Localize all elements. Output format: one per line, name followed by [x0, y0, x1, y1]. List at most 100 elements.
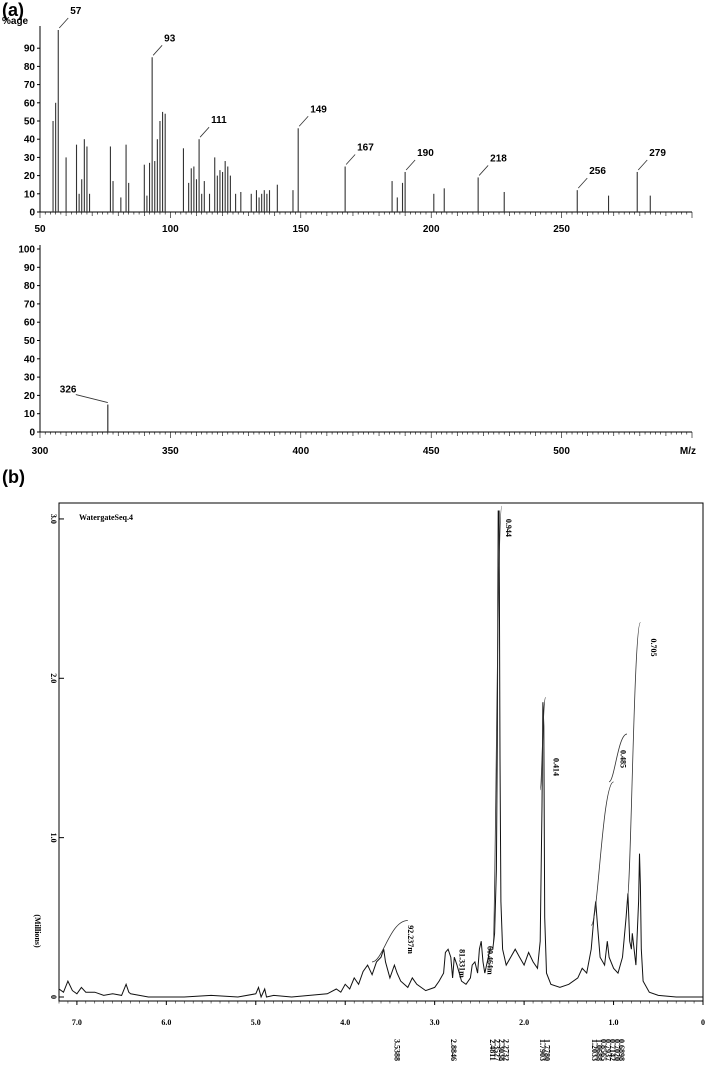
a2-y-tick-label: 20: [24, 391, 36, 402]
a2-x-tick-label: 450: [423, 446, 440, 457]
b-integral-value: 1.7903: [538, 1039, 547, 1061]
a1-y-label: %age: [2, 16, 29, 27]
a1-peak-label: 167: [357, 143, 374, 154]
b-peak-annotation: 0.485: [619, 750, 628, 768]
a1-label-leader: [298, 116, 309, 127]
a1-peak-label: 279: [649, 148, 666, 159]
b-x-tick-label: 5.0: [251, 1018, 261, 1027]
b-peak-annotation: 0.705: [649, 638, 658, 656]
a1-label-leader: [577, 177, 588, 189]
b-x-tick-label: 3.0: [430, 1018, 440, 1027]
a1-x-tick-label: 50: [34, 224, 46, 235]
b-spectrum-line: [58, 510, 703, 999]
b-peak-annotation: 0.414: [552, 758, 561, 776]
a2-y-tick-label: 10: [24, 409, 36, 420]
b-integral-value: 0.8565: [599, 1039, 608, 1061]
b-integral-value: 1.2033: [590, 1039, 599, 1061]
b-peak-annotation: 0.944: [504, 519, 513, 537]
a1-x-tick-label: 200: [423, 224, 440, 235]
b-x-tick-label: 4.0: [340, 1018, 350, 1027]
a2-x-tick-label: 350: [162, 446, 179, 457]
b-y-label: (Millions): [33, 914, 42, 948]
b-integral-value: 3.5388: [392, 1039, 401, 1061]
a1-x-tick-label: 150: [292, 224, 309, 235]
a1-x-tick-label: 250: [553, 224, 570, 235]
a2-y-tick-label: 80: [24, 281, 36, 292]
a1-y-tick-label: 50: [24, 117, 36, 128]
a2-y-tick-label: 90: [24, 263, 36, 274]
b-integral-curve: [590, 781, 614, 926]
a2-y-tick-label: 30: [24, 373, 36, 384]
b-integral-value: 0.7020: [612, 1039, 621, 1061]
b-integral-curve: [371, 920, 408, 963]
b-title: WatergateSeq.4: [79, 513, 133, 522]
b-integral-value: 2.4811: [488, 1039, 497, 1061]
b-integral-value: 2.3038: [497, 1039, 506, 1061]
a1-peak-label: 190: [417, 148, 434, 159]
a1-y-tick-label: 60: [24, 98, 36, 109]
a2-peak-label: 326: [60, 385, 77, 396]
a1-y-tick-label: 30: [24, 153, 36, 164]
b-peak-annotation: 81.331m: [458, 949, 467, 978]
a2-y-tick-label: 60: [24, 318, 36, 329]
a2-label-leader: [75, 394, 108, 403]
b-y-tick-label: 2.0: [49, 673, 58, 683]
a1-label-leader: [58, 17, 69, 29]
a1-y-tick-label: 70: [24, 80, 36, 91]
b-integral-value: 0.7142: [608, 1039, 617, 1061]
a1-y-tick-label: 80: [24, 62, 36, 73]
b-x-tick-label: 2.0: [519, 1018, 529, 1027]
b-y-tick-label: 3.0: [49, 514, 58, 524]
b-x-tick-label: 0: [701, 1018, 705, 1027]
a1-peak-label: 149: [310, 104, 327, 115]
b-integral-curve: [492, 505, 503, 950]
a1-y-tick-label: 40: [24, 135, 36, 146]
a1-peak-label: 57: [70, 6, 82, 17]
a2-y-tick-label: 70: [24, 299, 36, 310]
b-y-tick-label: 1.0: [49, 833, 58, 843]
a1-label-leader: [199, 126, 210, 138]
b-integral-value: 0.6898: [617, 1039, 626, 1061]
a2-y-tick-label: 50: [24, 336, 36, 347]
a2-y-tick-label: 40: [24, 354, 36, 365]
b-x-tick-label: 6.0: [161, 1018, 171, 1027]
b-integral-value: 2.2732: [502, 1039, 511, 1061]
a2-x-tick-label: 300: [32, 446, 49, 457]
a1-label-leader: [152, 45, 163, 56]
a1-peak-label: 218: [490, 153, 507, 164]
a2-x-tick-label: 500: [553, 446, 570, 457]
a1-peak-label: 111: [211, 115, 227, 126]
a1-x-tick-label: 100: [162, 224, 179, 235]
a1-y-tick-label: 20: [24, 171, 36, 182]
a2-x-tick-label: 400: [292, 446, 309, 457]
a1-label-leader: [478, 165, 489, 176]
b-x-tick-label: 7.0: [72, 1018, 82, 1027]
b-x-tick-label: 1.0: [609, 1018, 619, 1027]
a1-y-tick-label: 0: [29, 208, 35, 219]
b-integral-value: 1.0688: [595, 1039, 604, 1061]
b-integral-value: 2.3527: [493, 1039, 502, 1061]
a2-y-tick-label: 100: [18, 245, 35, 256]
b-integral-curve: [626, 622, 641, 902]
a2-y-tick-label: 0: [29, 428, 35, 439]
b-plot-frame: [58, 502, 704, 1002]
b-peak-annotation: 60.464m: [485, 946, 494, 975]
a1-peak-label: 256: [589, 166, 606, 177]
b-y-tick-label: 0: [49, 995, 58, 999]
a2-x-label: M/z: [680, 446, 696, 457]
a1-y-tick-label: 90: [24, 44, 36, 55]
a1-peak-label: 93: [164, 33, 176, 44]
b-integral-value: 0.7937: [604, 1039, 613, 1061]
b-integral-curve: [608, 733, 628, 783]
a1-label-leader: [345, 154, 356, 165]
panel-label-b: (b): [2, 467, 25, 487]
b-integral-curve: [539, 697, 546, 791]
a1-label-leader: [637, 159, 648, 171]
b-integral-value: 2.8846: [449, 1039, 458, 1061]
panel-label-a: (a): [2, 0, 24, 20]
b-peak-annotation: 92.237m: [406, 925, 415, 954]
a1-y-tick-label: 10: [24, 189, 36, 200]
b-integral-value: 1.7780: [543, 1039, 552, 1061]
a1-label-leader: [405, 159, 416, 171]
